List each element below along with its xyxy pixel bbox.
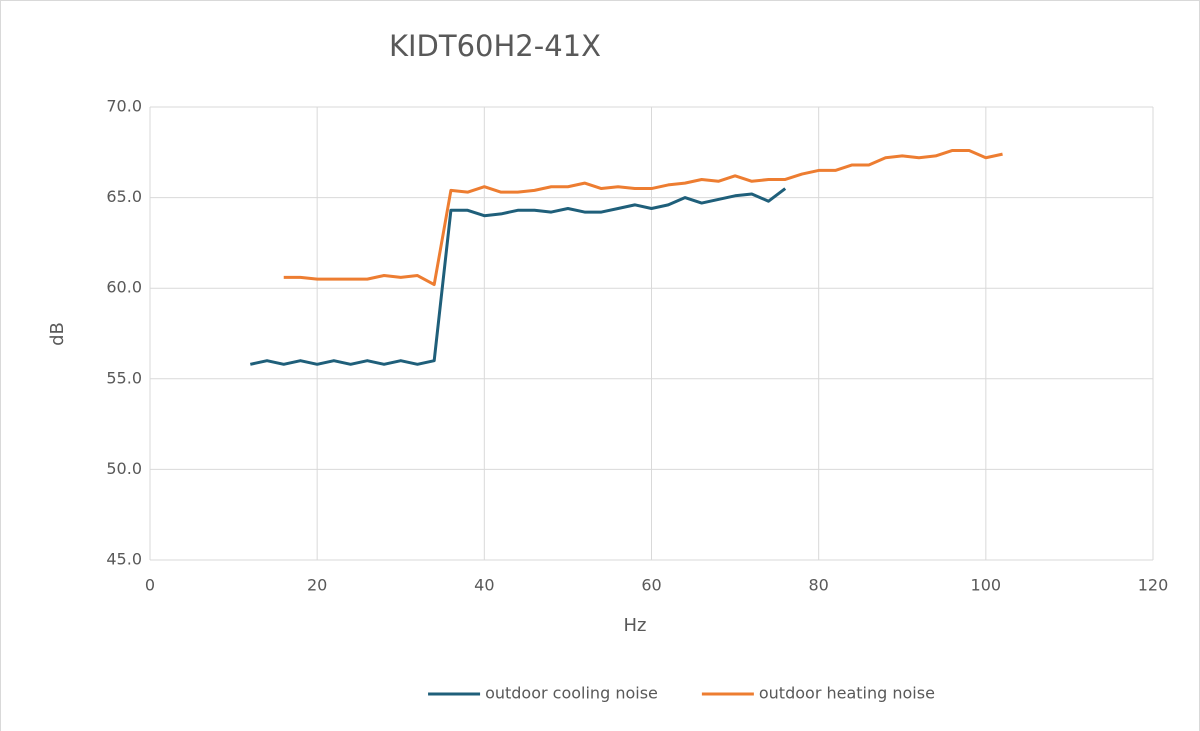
- chart-title: KIDT60H2-41X: [389, 29, 601, 63]
- x-tick-label: 60: [641, 576, 661, 595]
- x-tick-label: 100: [971, 576, 1002, 595]
- x-tick-label: 20: [307, 576, 327, 595]
- x-tick-label: 120: [1138, 576, 1169, 595]
- y-tick-label: 60.0: [106, 278, 142, 297]
- legend-label: outdoor heating noise: [759, 684, 935, 703]
- y-tick-label: 65.0: [106, 187, 142, 206]
- y-axis-label: dB: [47, 322, 68, 346]
- y-tick-label: 55.0: [106, 368, 142, 387]
- y-tick-label: 50.0: [106, 459, 142, 478]
- x-axis-label: Hz: [624, 615, 647, 636]
- y-tick-label: 70.0: [106, 97, 142, 116]
- data-line: [249, 187, 787, 366]
- x-tick-label: 0: [145, 576, 155, 595]
- data-line: [283, 148, 1003, 287]
- x-tick-label: 80: [808, 576, 828, 595]
- y-tick-label: 45.0: [106, 550, 142, 569]
- legend-label: outdoor cooling noise: [485, 684, 658, 703]
- x-tick-label: 40: [474, 576, 494, 595]
